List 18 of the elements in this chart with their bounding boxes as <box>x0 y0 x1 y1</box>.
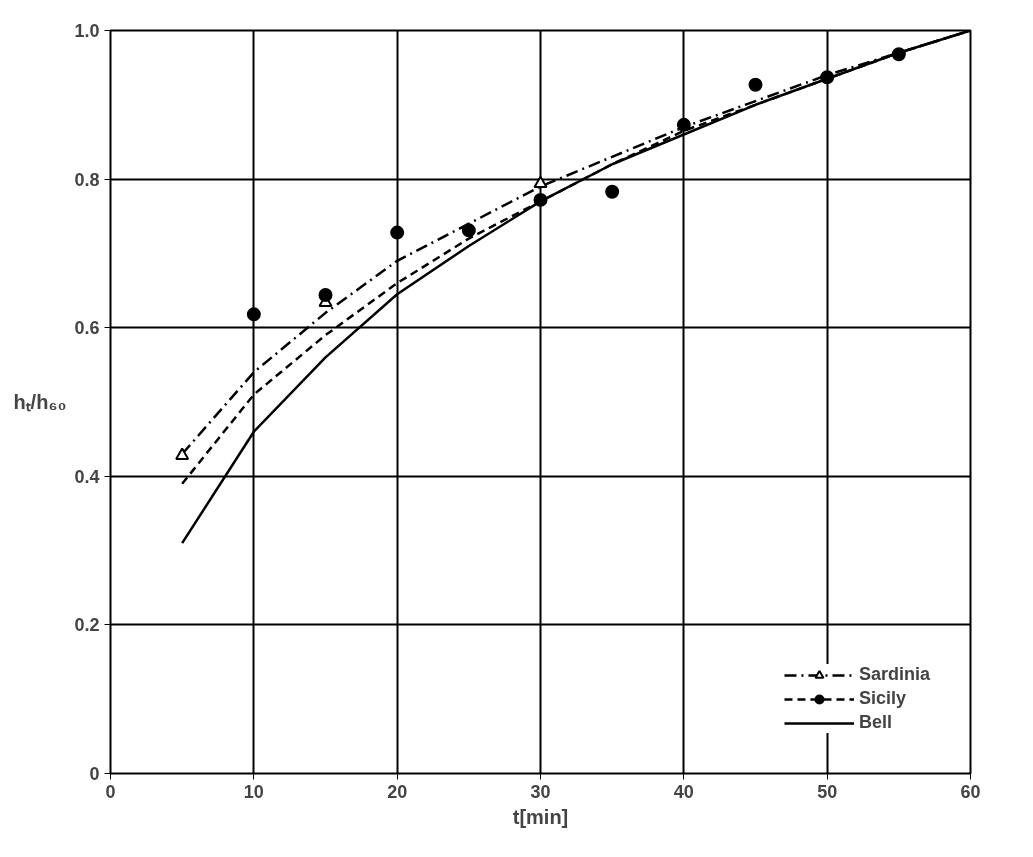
y-tick-label: 0.8 <box>74 169 100 190</box>
x-tick-label: 30 <box>530 781 551 802</box>
legend-label: Sicily <box>858 688 906 709</box>
x-tick-label: 60 <box>960 781 981 802</box>
y-tick-label: 0.4 <box>74 466 100 487</box>
y-tick-label: 0 <box>89 764 100 784</box>
x-tick-label: 40 <box>673 781 694 802</box>
x-tick-label: 50 <box>817 781 838 802</box>
x-axis-title: t[min] <box>512 805 569 828</box>
legend-label: Bell <box>858 712 892 733</box>
x-tick-label: 0 <box>105 781 116 802</box>
y-tick-label: 0.2 <box>74 615 100 636</box>
y-axis-title: hₜ/h₆₀ <box>13 391 67 413</box>
legend-label: Sardinia <box>858 664 930 685</box>
y-tick-label: 0.6 <box>74 318 100 339</box>
y-tick-label: 1.0 <box>74 21 100 41</box>
x-tick-label: 10 <box>243 781 264 802</box>
x-tick-label: 20 <box>387 781 408 802</box>
